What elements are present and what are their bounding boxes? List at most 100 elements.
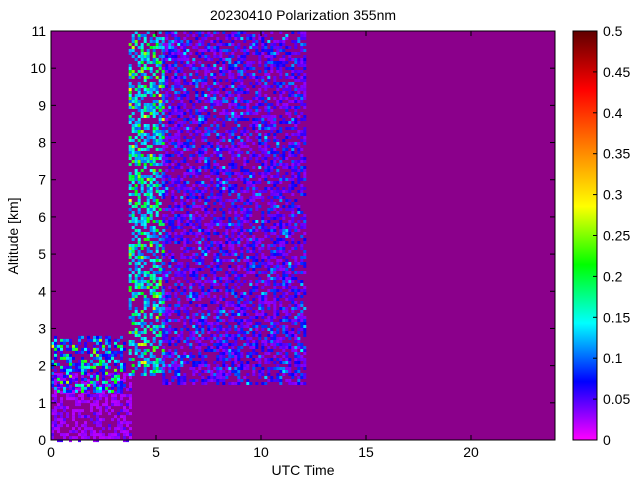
heatmap-cell [270,70,274,73]
heatmap-cell [174,118,178,121]
heatmap-cell [228,37,232,40]
x-axis-label: UTC Time [272,462,335,478]
heatmap-cell [134,262,138,265]
heatmap-cell [198,184,202,187]
heatmap-cell [294,244,298,247]
x-tick-label: 20 [463,444,479,460]
heatmap-cell [231,40,235,43]
heatmap-cell [174,349,178,352]
heatmap-cell [288,223,292,226]
heatmap-cell [143,52,147,55]
heatmap-cell [249,34,253,37]
heatmap-cell [276,211,280,214]
heatmap-cell [267,349,271,352]
heatmap-cell [129,400,132,404]
heatmap-cell [264,124,268,127]
heatmap-cell [149,274,153,277]
y-tick-label: 7 [38,172,46,188]
heatmap-cell [282,196,286,199]
heatmap-cell [240,115,244,118]
heatmap-cell [210,49,214,52]
heatmap-cell [198,298,202,301]
heatmap-cell [276,145,280,148]
heatmap-cell [161,37,165,40]
heatmap-cell [234,61,238,64]
heatmap-cell [297,58,301,61]
heatmap-cell [165,235,169,238]
heatmap-cell [146,208,150,211]
heatmap-cell [300,217,304,220]
heatmap-cell [155,229,159,232]
heatmap-cell [201,190,205,193]
heatmap-cell [240,229,244,232]
heatmap-cell [210,298,214,301]
heatmap-cell [303,346,307,349]
heatmap-cell [276,196,280,199]
heatmap-cell [228,118,232,121]
heatmap-cell [258,52,262,55]
heatmap-cell [177,190,181,193]
heatmap-cell [90,403,93,407]
heatmap-cell [291,91,295,94]
heatmap-cell [276,151,280,154]
heatmap-cell [177,151,181,154]
heatmap-cell [252,34,256,37]
heatmap-cell [210,373,214,376]
heatmap-cell [231,178,235,181]
heatmap-cell [240,91,244,94]
heatmap-cell [261,175,265,178]
heatmap-cell [264,358,268,361]
heatmap-cell [180,124,184,127]
heatmap-cell [177,109,181,112]
heatmap-cell [134,205,138,208]
heatmap-cell [114,377,117,381]
heatmap-cell [258,64,262,67]
heatmap-cell [201,382,205,385]
heatmap-cell [225,301,229,304]
heatmap-cell [267,154,271,157]
heatmap-cell [213,79,217,82]
heatmap-cell [207,64,211,67]
heatmap-cell [102,386,105,390]
heatmap-cell [246,109,250,112]
heatmap-cell [225,58,229,61]
heatmap-cell [285,271,289,274]
heatmap-cell [128,49,132,52]
heatmap-cell [192,259,196,262]
heatmap-cell [246,190,250,193]
heatmap-cell [143,340,147,343]
heatmap-cell [171,217,175,220]
heatmap-cell [131,178,135,181]
heatmap-cell [105,365,108,369]
heatmap-cell [231,187,235,190]
heatmap-cell [120,397,123,401]
heatmap-cell [213,148,217,151]
heatmap-cell [51,344,54,348]
heatmap-cell [183,310,187,313]
heatmap-cell [237,205,241,208]
heatmap-cell [78,341,81,345]
heatmap-cell [201,217,205,220]
heatmap-cell [258,355,262,358]
heatmap-cell [78,362,81,366]
heatmap-cell [102,362,105,366]
heatmap-cell [219,376,223,379]
heatmap-cell [303,172,307,175]
heatmap-cell [252,40,256,43]
heatmap-cell [195,100,199,103]
heatmap-cell [204,229,208,232]
heatmap-cell [102,359,105,363]
heatmap-cell [99,406,102,410]
heatmap-cell [258,127,262,130]
heatmap-cell [165,193,169,196]
heatmap-cell [168,142,172,145]
heatmap-cell [174,166,178,169]
heatmap-cell [195,325,199,328]
heatmap-cell [216,184,220,187]
heatmap-cell [273,124,277,127]
heatmap-cell [180,220,184,223]
heatmap-cell [246,73,250,76]
heatmap-cell [146,136,150,139]
heatmap-cell [282,88,286,91]
heatmap-cell [143,298,147,301]
